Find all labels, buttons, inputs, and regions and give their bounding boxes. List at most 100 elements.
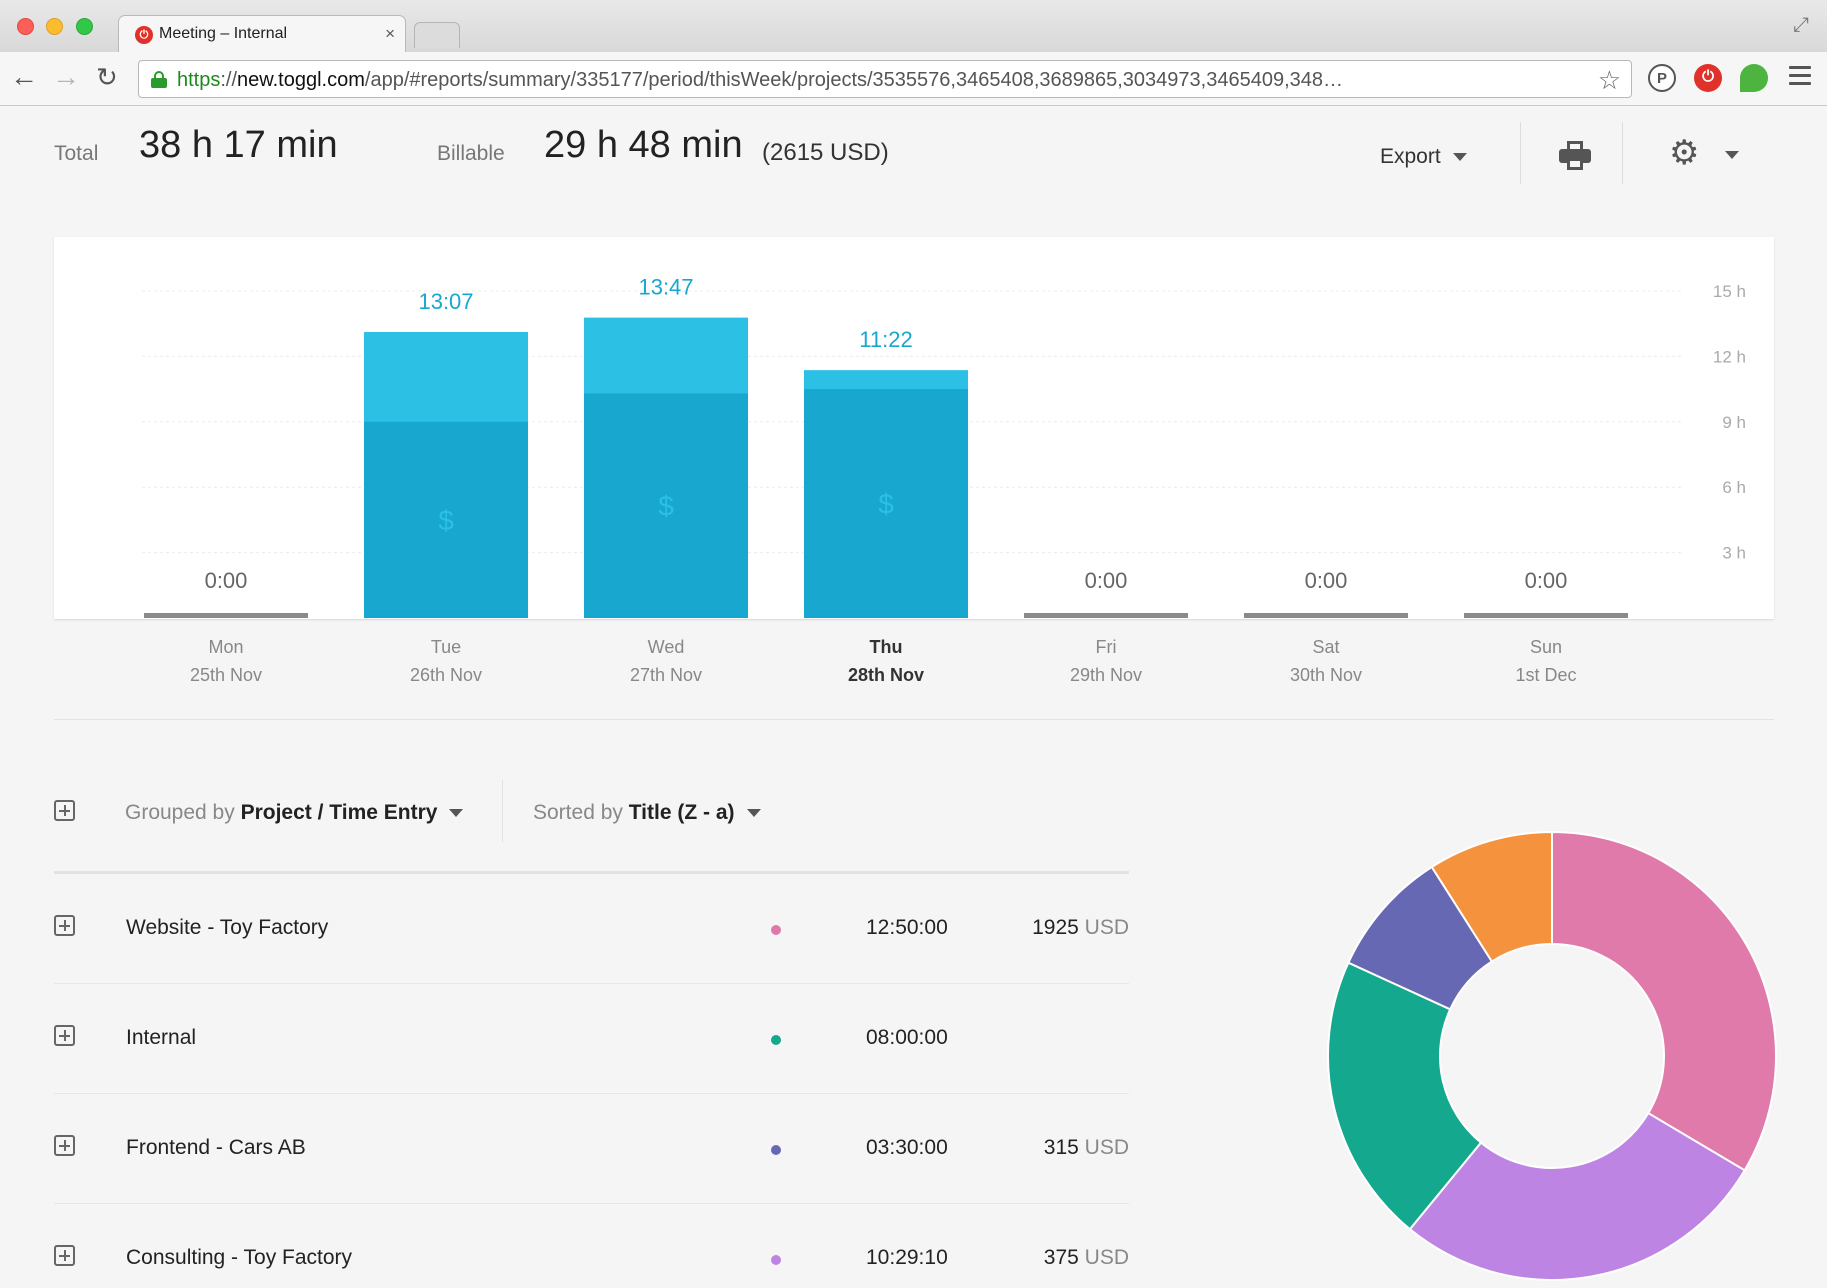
expand-row-icon[interactable] bbox=[54, 1245, 75, 1266]
expand-row-icon[interactable] bbox=[54, 915, 75, 936]
sorted-by-dropdown[interactable]: Sorted by Title (Z - a) bbox=[533, 801, 761, 825]
bar-value-label: 0:00 bbox=[205, 568, 248, 593]
bar-empty bbox=[1244, 613, 1408, 618]
date: 28th Nov bbox=[847, 665, 925, 685]
expand-row-icon[interactable] bbox=[54, 1025, 75, 1046]
weekday: Mon bbox=[208, 637, 244, 657]
expand-row-icon[interactable] bbox=[54, 1135, 75, 1156]
y-tick-label: 6 h bbox=[1722, 478, 1746, 497]
export-label: Export bbox=[1380, 145, 1441, 168]
browser-menu-icon[interactable] bbox=[1789, 66, 1811, 88]
bar-value-label: 13:47 bbox=[638, 275, 693, 300]
project-duration: 12:50:00 bbox=[866, 916, 948, 939]
project-name[interactable]: Internal bbox=[126, 1026, 197, 1049]
section-divider bbox=[54, 719, 1774, 720]
chevron-down-icon bbox=[746, 809, 761, 818]
toggl-favicon-icon: ⏻ bbox=[135, 26, 153, 44]
day-label-tue: Tue 26th Nov bbox=[356, 633, 536, 689]
grouped-by-dropdown[interactable]: Grouped by Project / Time Entry bbox=[125, 801, 464, 825]
billable-dollar-icon: $ bbox=[438, 505, 454, 536]
project-color-dot bbox=[771, 925, 781, 935]
weekday: Fri bbox=[1095, 637, 1117, 657]
daily-bar-chart: 3 h 6 h 9 h 12 h 15 h 0:00 13:07 $13:47 $11:22 $0… bbox=[54, 237, 1774, 619]
project-name[interactable]: Website - Toy Factory bbox=[126, 916, 329, 939]
export-dropdown[interactable]: Export bbox=[1380, 145, 1467, 169]
y-tick-label: 9 h bbox=[1722, 413, 1746, 432]
donut-slice bbox=[1430, 830, 1553, 963]
forward-arrow-icon[interactable]: → bbox=[52, 61, 80, 92]
bar-empty bbox=[144, 613, 308, 618]
new-tab-button[interactable] bbox=[414, 22, 460, 48]
project-name[interactable]: Frontend - Cars AB bbox=[126, 1136, 306, 1159]
weekday: Sat bbox=[1312, 637, 1340, 657]
project-amount: 315 USD bbox=[1044, 1136, 1129, 1160]
bar-value-label: 0:00 bbox=[1525, 568, 1568, 593]
print-icon[interactable] bbox=[1559, 140, 1591, 172]
row-divider bbox=[54, 1203, 1129, 1204]
toolbar-divider bbox=[1520, 122, 1521, 184]
url-text[interactable]: https://new.toggl.com/app/#reports/summa… bbox=[177, 69, 1344, 91]
donut-slice bbox=[1327, 961, 1483, 1231]
address-bar[interactable]: https://new.toggl.com/app/#reports/summa… bbox=[138, 60, 1632, 98]
table-top-divider bbox=[54, 871, 1129, 874]
day-label-thu: Thu 28th Nov bbox=[796, 633, 976, 689]
date: 1st Dec bbox=[1515, 665, 1577, 685]
day-label-sat: Sat 30th Nov bbox=[1236, 633, 1416, 689]
bar-value-label: 13:07 bbox=[418, 289, 473, 314]
row-divider bbox=[54, 983, 1129, 984]
bar-value-label: 0:00 bbox=[1305, 568, 1348, 593]
minimize-window-button[interactable] bbox=[46, 18, 63, 35]
y-tick-label: 12 h bbox=[1713, 347, 1746, 366]
evernote-extension-icon[interactable] bbox=[1740, 64, 1768, 92]
project-duration: 10:29:10 bbox=[866, 1246, 948, 1269]
amount-unit: USD bbox=[1078, 1136, 1129, 1159]
tab-title: Meeting – Internal bbox=[159, 25, 288, 42]
browser-titlebar: ⏻ Meeting – Internal × ⤢ bbox=[0, 0, 1827, 53]
grouped-prefix: Grouped by bbox=[125, 801, 235, 824]
sorted-value: Title (Z - a) bbox=[628, 801, 735, 824]
lock-icon bbox=[151, 71, 167, 88]
browser-tab[interactable]: ⏻ Meeting – Internal × bbox=[118, 15, 406, 53]
zoom-window-button[interactable] bbox=[76, 18, 93, 35]
pinterest-extension-icon[interactable]: P bbox=[1648, 64, 1676, 92]
project-name[interactable]: Consulting - Toy Factory bbox=[126, 1246, 353, 1269]
project-duration: 08:00:00 bbox=[866, 1026, 948, 1049]
expand-all-icon[interactable] bbox=[54, 800, 75, 821]
fullscreen-icon[interactable]: ⤢ bbox=[1793, 14, 1809, 36]
chevron-down-icon bbox=[1452, 153, 1467, 162]
chevron-down-icon bbox=[449, 809, 464, 818]
weekday: Tue bbox=[430, 637, 462, 657]
tab-close-icon[interactable]: × bbox=[385, 24, 395, 43]
gear-icon[interactable]: ⚙ bbox=[1669, 134, 1700, 172]
amount-value: 375 bbox=[1043, 1246, 1079, 1269]
total-value: 38 h 17 min bbox=[139, 124, 338, 166]
project-duration: 03:30:00 bbox=[866, 1136, 948, 1159]
project-color-dot bbox=[771, 1255, 781, 1265]
y-tick-label: 15 h bbox=[1713, 282, 1746, 301]
bar-billable bbox=[804, 389, 968, 618]
back-arrow-icon[interactable]: ← bbox=[10, 61, 38, 92]
amount-value: 315 bbox=[1043, 1136, 1079, 1159]
bar-value-label: 11:22 bbox=[859, 327, 912, 352]
bar-billable bbox=[364, 421, 528, 618]
weekday: Wed bbox=[647, 637, 685, 657]
project-color-dot bbox=[771, 1145, 781, 1155]
billable-value: 29 h 48 min bbox=[544, 124, 743, 166]
amount-value: 1925 bbox=[1032, 916, 1079, 939]
project-color-dot bbox=[771, 1035, 781, 1045]
billable-dollar-icon: $ bbox=[878, 489, 894, 520]
date: 27th Nov bbox=[629, 665, 703, 685]
chevron-down-icon[interactable] bbox=[1725, 151, 1739, 159]
y-tick-label: 3 h bbox=[1722, 544, 1746, 563]
weekday: Thu bbox=[869, 637, 903, 657]
close-window-button[interactable] bbox=[17, 18, 34, 35]
date: 29th Nov bbox=[1069, 665, 1143, 685]
bookmark-star-icon[interactable]: ☆ bbox=[1597, 65, 1621, 95]
reload-icon[interactable]: ↻ bbox=[96, 62, 118, 92]
amount-unit: USD bbox=[1078, 1246, 1129, 1269]
billable-usd: (2615 USD) bbox=[762, 139, 889, 166]
day-label-wed: Wed 27th Nov bbox=[576, 633, 756, 689]
date: 26th Nov bbox=[409, 665, 483, 685]
toggl-extension-icon[interactable]: ⏻ bbox=[1694, 64, 1722, 92]
day-label-fri: Fri 29th Nov bbox=[1016, 633, 1196, 689]
